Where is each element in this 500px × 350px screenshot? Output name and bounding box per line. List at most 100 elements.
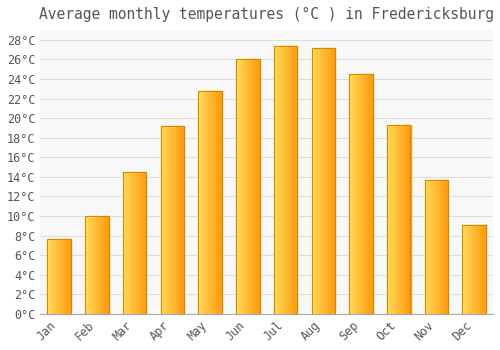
Bar [214,91,215,314]
Bar [334,48,335,314]
Bar [354,74,355,314]
Bar [292,46,294,314]
Bar [326,48,327,314]
Bar [312,48,314,314]
Bar [54,239,56,314]
Bar [406,125,407,314]
Bar [140,172,141,314]
Bar [352,74,353,314]
Bar [216,91,217,314]
Bar [57,239,58,314]
Bar [68,239,70,314]
Bar [183,126,184,314]
Bar [50,239,51,314]
Bar [160,126,162,314]
Bar [104,216,105,314]
Bar [202,91,203,314]
Bar [434,180,436,314]
Bar [425,180,426,314]
Bar [286,46,287,314]
Bar [400,125,401,314]
Bar [174,126,176,314]
Bar [288,46,289,314]
Bar [132,172,134,314]
Bar [387,125,388,314]
Bar [105,216,106,314]
Bar [166,126,168,314]
Bar [162,126,163,314]
Bar [164,126,166,314]
Bar [315,48,316,314]
Bar [102,216,104,314]
Bar [282,46,284,314]
Bar [243,60,244,314]
Bar [350,74,352,314]
Bar [238,60,240,314]
Bar [64,239,65,314]
Bar [126,172,128,314]
Bar [281,46,282,314]
Bar [427,180,428,314]
Bar [353,74,354,314]
Bar [106,216,108,314]
Bar [446,180,447,314]
Bar [218,91,220,314]
Bar [467,225,468,314]
Bar [258,60,260,314]
Bar [396,125,398,314]
Bar [438,180,439,314]
Bar [123,172,146,314]
Bar [481,225,482,314]
Bar [48,239,71,314]
Bar [465,225,466,314]
Bar [137,172,138,314]
Bar [215,91,216,314]
Bar [86,216,88,314]
Bar [70,239,71,314]
Bar [280,46,281,314]
Bar [356,74,358,314]
Bar [387,125,410,314]
Bar [484,225,486,314]
Bar [85,216,86,314]
Bar [177,126,178,314]
Bar [248,60,249,314]
Bar [236,60,260,314]
Bar [332,48,334,314]
Bar [433,180,434,314]
Bar [330,48,332,314]
Bar [369,74,370,314]
Bar [160,126,184,314]
Bar [439,180,440,314]
Bar [60,239,62,314]
Bar [274,46,275,314]
Bar [324,48,326,314]
Bar [163,126,164,314]
Bar [94,216,96,314]
Bar [244,60,246,314]
Bar [174,126,175,314]
Bar [398,125,399,314]
Bar [102,216,103,314]
Bar [478,225,479,314]
Bar [124,172,126,314]
Bar [441,180,442,314]
Bar [314,48,315,314]
Bar [145,172,146,314]
Bar [370,74,372,314]
Bar [290,46,292,314]
Bar [358,74,360,314]
Bar [430,180,432,314]
Bar [401,125,402,314]
Bar [96,216,97,314]
Bar [204,91,206,314]
Bar [209,91,210,314]
Bar [364,74,366,314]
Bar [462,225,486,314]
Bar [131,172,132,314]
Bar [210,91,212,314]
Bar [92,216,94,314]
Bar [254,60,255,314]
Bar [274,46,297,314]
Bar [257,60,258,314]
